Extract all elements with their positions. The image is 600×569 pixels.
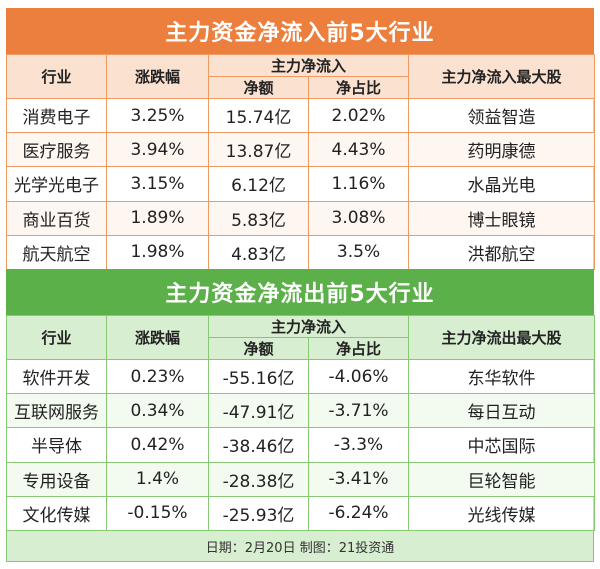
cell-top-stock: 领益智造 bbox=[408, 97, 596, 134]
table-row: 航天航空 1.98% 4.83亿 3.5% 洪都航空 bbox=[6, 234, 596, 270]
cell-net-ratio: 4.43% bbox=[307, 132, 410, 168]
cell-change: 3.25% bbox=[106, 97, 209, 134]
cell-net-amount: 4.83亿 bbox=[208, 234, 309, 270]
cell-net-amount: 15.74亿 bbox=[208, 97, 309, 134]
header-main-net: 主力净流入 bbox=[207, 54, 410, 77]
cell-net-amount: -28.38亿 bbox=[208, 461, 309, 497]
cell-change: 1.89% bbox=[106, 200, 209, 236]
cell-net-amount: -47.91亿 bbox=[208, 393, 309, 429]
inflow-title: 主力资金净流入前5大行业 bbox=[6, 8, 594, 54]
cell-net-amount: -25.93亿 bbox=[208, 495, 309, 531]
header-change: 涨跌幅 bbox=[106, 54, 209, 99]
cell-net-ratio: 1.16% bbox=[307, 166, 410, 202]
cell-industry: 商业百货 bbox=[6, 200, 107, 236]
table-row: 专用设备 1.4% -28.38亿 -3.41% 巨轮智能 bbox=[6, 461, 596, 497]
inflow-panel: 主力资金净流入前5大行业 行业 涨跌幅 主力净流入 主力净流入最大股 净额 净占… bbox=[6, 8, 596, 270]
cell-net-ratio: -4.06% bbox=[307, 358, 410, 395]
cell-industry: 半导体 bbox=[6, 427, 107, 463]
cell-top-stock: 博士眼镜 bbox=[408, 200, 596, 236]
header-net-ratio: 净占比 bbox=[307, 337, 410, 360]
cell-net-amount: 5.83亿 bbox=[208, 200, 309, 236]
table-row: 光学光电子 3.15% 6.12亿 1.16% 水晶光电 bbox=[6, 166, 596, 202]
cell-change: 3.94% bbox=[106, 132, 209, 168]
cell-change: 0.42% bbox=[106, 427, 209, 463]
cell-industry: 互联网服务 bbox=[6, 393, 107, 429]
table-row: 半导体 0.42% -38.46亿 -3.3% 中芯国际 bbox=[6, 427, 596, 463]
header-top-stock: 主力净流入最大股 bbox=[408, 54, 596, 99]
footer-credit: 日期：2月20日 制图：21投资通 bbox=[6, 530, 594, 562]
outflow-table: 行业 涨跌幅 主力净流入 主力净流出最大股 净额 净占比 软件开发 0.23% … bbox=[6, 315, 596, 531]
header-net-amount: 净额 bbox=[208, 337, 309, 360]
cell-industry: 专用设备 bbox=[6, 461, 107, 497]
cell-net-ratio: -3.3% bbox=[307, 427, 410, 463]
cell-net-amount: 13.87亿 bbox=[208, 132, 309, 168]
cell-industry: 航天航空 bbox=[6, 234, 107, 270]
cell-net-ratio: 3.08% bbox=[307, 200, 410, 236]
cell-top-stock: 洪都航空 bbox=[408, 234, 596, 270]
table-row: 医疗服务 3.94% 13.87亿 4.43% 药明康德 bbox=[6, 132, 596, 168]
outflow-title: 主力资金净流出前5大行业 bbox=[6, 269, 594, 315]
cell-net-amount: -38.46亿 bbox=[208, 427, 309, 463]
cell-net-ratio: -3.41% bbox=[307, 461, 410, 497]
outflow-panel: 主力资金净流出前5大行业 行业 涨跌幅 主力净流入 主力净流出最大股 净额 净占… bbox=[6, 269, 596, 531]
cell-industry: 软件开发 bbox=[6, 358, 107, 395]
cell-top-stock: 东华软件 bbox=[408, 358, 596, 395]
cell-top-stock: 水晶光电 bbox=[408, 166, 596, 202]
cell-net-ratio: -3.71% bbox=[307, 393, 410, 429]
cell-change: 1.98% bbox=[106, 234, 209, 270]
table-row: 商业百货 1.89% 5.83亿 3.08% 博士眼镜 bbox=[6, 200, 596, 236]
header-net-ratio: 净占比 bbox=[307, 76, 410, 99]
cell-industry: 光学光电子 bbox=[6, 166, 107, 202]
cell-net-ratio: 2.02% bbox=[307, 97, 410, 134]
header-industry: 行业 bbox=[6, 54, 107, 99]
cell-net-amount: 6.12亿 bbox=[208, 166, 309, 202]
cell-change: 0.34% bbox=[106, 393, 209, 429]
cell-top-stock: 每日互动 bbox=[408, 393, 596, 429]
cell-top-stock: 药明康德 bbox=[408, 132, 596, 168]
table-row: 软件开发 0.23% -55.16亿 -4.06% 东华软件 bbox=[6, 358, 596, 395]
inflow-table: 行业 涨跌幅 主力净流入 主力净流入最大股 净额 净占比 消费电子 3.25% … bbox=[6, 54, 596, 270]
cell-industry: 文化传媒 bbox=[6, 495, 107, 531]
cell-net-amount: -55.16亿 bbox=[208, 358, 309, 395]
cell-industry: 消费电子 bbox=[6, 97, 107, 134]
cell-top-stock: 光线传媒 bbox=[408, 495, 596, 531]
cell-change: 1.4% bbox=[106, 461, 209, 497]
header-change: 涨跌幅 bbox=[106, 315, 209, 360]
header-top-stock: 主力净流出最大股 bbox=[408, 315, 596, 360]
cell-industry: 医疗服务 bbox=[6, 132, 107, 168]
table-row: 互联网服务 0.34% -47.91亿 -3.71% 每日互动 bbox=[6, 393, 596, 429]
cell-change: 3.15% bbox=[106, 166, 209, 202]
cell-net-ratio: 3.5% bbox=[307, 234, 410, 270]
cell-change: 0.23% bbox=[106, 358, 209, 395]
header-main-net: 主力净流入 bbox=[207, 315, 410, 338]
cell-net-ratio: -6.24% bbox=[307, 495, 410, 531]
cell-top-stock: 巨轮智能 bbox=[408, 461, 596, 497]
header-net-amount: 净额 bbox=[208, 76, 309, 99]
cell-top-stock: 中芯国际 bbox=[408, 427, 596, 463]
table-row: 文化传媒 -0.15% -25.93亿 -6.24% 光线传媒 bbox=[6, 495, 596, 531]
table-row: 消费电子 3.25% 15.74亿 2.02% 领益智造 bbox=[6, 97, 596, 134]
header-industry: 行业 bbox=[6, 315, 107, 360]
cell-change: -0.15% bbox=[106, 495, 209, 531]
